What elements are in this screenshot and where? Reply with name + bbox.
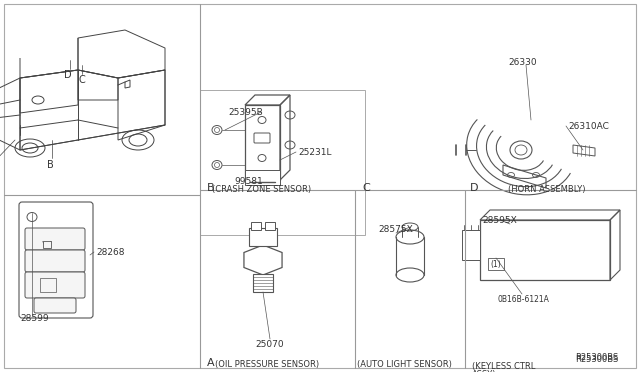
Text: B: B — [207, 183, 214, 193]
Bar — [265, 222, 275, 230]
Text: 26310AC: 26310AC — [568, 122, 609, 131]
Bar — [40, 278, 56, 292]
Text: 99581: 99581 — [235, 177, 264, 186]
Bar — [251, 222, 261, 230]
Text: R25300BS: R25300BS — [575, 355, 618, 364]
FancyBboxPatch shape — [34, 298, 76, 313]
FancyBboxPatch shape — [25, 272, 85, 298]
Text: 28575X: 28575X — [379, 225, 413, 234]
Text: B: B — [47, 160, 53, 170]
Text: 25231L: 25231L — [298, 148, 332, 157]
Bar — [200, 90, 365, 235]
FancyBboxPatch shape — [19, 202, 93, 318]
FancyBboxPatch shape — [25, 250, 85, 272]
Text: ASSY): ASSY) — [472, 370, 497, 372]
Text: A: A — [207, 358, 214, 368]
Text: 25070: 25070 — [256, 340, 284, 349]
Text: (HORN ASSEMBLY): (HORN ASSEMBLY) — [508, 185, 586, 194]
Bar — [249, 228, 277, 246]
FancyBboxPatch shape — [25, 228, 85, 250]
Text: D: D — [470, 183, 479, 193]
Bar — [245, 105, 280, 180]
Text: (KEYLESS CTRL: (KEYLESS CTRL — [472, 362, 536, 371]
Text: C: C — [362, 183, 370, 193]
Text: R25300BS: R25300BS — [575, 353, 618, 362]
Bar — [488, 258, 504, 270]
Text: (AUTO LIGHT SENSOR): (AUTO LIGHT SENSOR) — [357, 360, 452, 369]
Bar — [43, 241, 51, 248]
Text: C: C — [79, 75, 85, 85]
Text: 26330: 26330 — [508, 58, 536, 67]
Bar — [462, 230, 480, 260]
Bar — [480, 220, 610, 280]
Text: 0B16B-6121A: 0B16B-6121A — [497, 295, 549, 304]
FancyBboxPatch shape — [254, 133, 270, 143]
Text: 28599: 28599 — [20, 314, 49, 323]
Text: 25395B: 25395B — [228, 108, 263, 117]
Text: (CRASH ZONE SENSOR): (CRASH ZONE SENSOR) — [212, 185, 312, 194]
Text: D: D — [64, 70, 72, 80]
Text: (1): (1) — [491, 260, 501, 269]
Bar — [253, 274, 273, 292]
Text: 28268: 28268 — [96, 248, 125, 257]
Text: (OIL PRESSURE SENSOR): (OIL PRESSURE SENSOR) — [215, 360, 319, 369]
Text: 28595X: 28595X — [482, 216, 516, 225]
Bar — [245, 170, 280, 185]
